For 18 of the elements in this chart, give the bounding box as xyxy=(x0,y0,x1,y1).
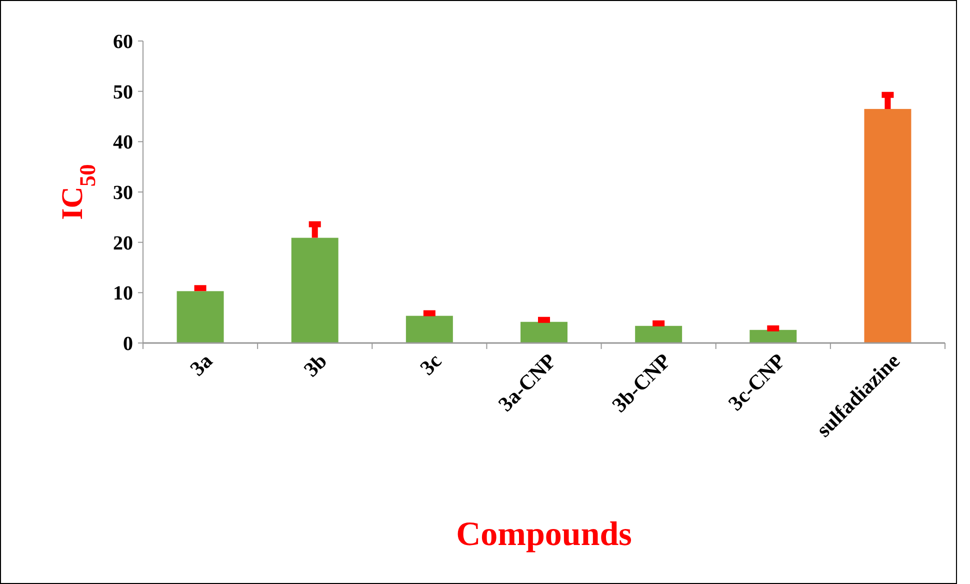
bar xyxy=(291,238,338,343)
x-tick-label: 3b xyxy=(298,348,332,382)
y-tick-label: 50 xyxy=(113,81,133,104)
bar xyxy=(520,322,568,343)
y-tick-label: 20 xyxy=(113,232,133,254)
x-tick-label: 3c xyxy=(415,348,446,380)
y-tick-label: 40 xyxy=(113,132,133,154)
x-tick-label: 3a xyxy=(185,348,218,381)
bar xyxy=(176,291,224,343)
bar xyxy=(635,326,682,343)
x-axis-title: Compounds xyxy=(456,516,632,553)
bar xyxy=(406,316,453,343)
bar xyxy=(750,330,797,343)
y-tick-label: 0 xyxy=(123,333,133,355)
y-tick-label: 30 xyxy=(113,182,133,204)
y-tick-label: 10 xyxy=(113,282,133,305)
y-tick-label: 60 xyxy=(113,31,133,53)
bar xyxy=(864,108,912,343)
